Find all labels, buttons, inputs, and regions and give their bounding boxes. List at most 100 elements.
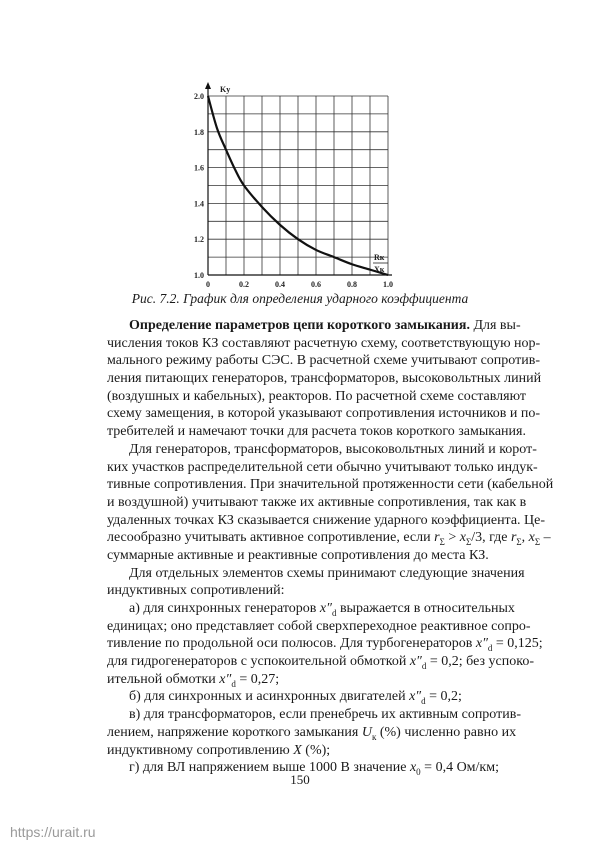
text-segment: Определение параметров цепи короткого за…	[129, 318, 470, 333]
text-segment: а) для синхронных генераторов	[129, 601, 320, 616]
text-segment: к	[371, 731, 377, 742]
text-segment: x″	[475, 636, 488, 652]
text-line: и воздушной) учитывают также их активные…	[107, 494, 526, 512]
text-segment: Для вы-	[469, 318, 521, 333]
text-segment: /3, где	[471, 530, 511, 546]
watermark-link[interactable]: https://urait.ru	[10, 824, 96, 840]
text-line: мального режиму работы СЭС. В расчетной …	[107, 352, 540, 370]
y-tick-label: 1.8	[194, 128, 204, 137]
text-segment: r	[434, 530, 440, 546]
text-segment: 0	[416, 766, 421, 777]
y-tick-label: 2.0	[194, 92, 204, 101]
text-segment: схему замещения, в которой указывают соп…	[107, 406, 541, 422]
text-segment: x″	[319, 601, 332, 616]
text-segment: для гидрогенераторов с успокоительной об…	[107, 654, 410, 670]
text-segment: X	[293, 742, 302, 758]
y-tick-label: 1.4	[194, 199, 204, 208]
text-line: для гидрогенераторов с успокоительной об…	[107, 653, 534, 671]
x-tick-label: 0.6	[311, 280, 321, 289]
text-line: в) для трансформаторов, если пренебречь …	[107, 706, 521, 724]
text-segment: числения токов КЗ составляют расчетную с…	[107, 335, 541, 351]
text-segment: (%);	[301, 742, 331, 758]
text-line: требителей и намечают точки для расчета …	[107, 423, 526, 441]
text-segment: индуктивных сопротивлений:	[107, 583, 285, 599]
text-segment: = 0,2; без успоко-	[426, 654, 534, 670]
text-line: б) для синхронных и асинхронных двигател…	[107, 688, 490, 706]
text-segment: (воздушных и кабельных), реакторов. По р…	[107, 388, 527, 404]
text-segment: единицах; оно представляет собой сверхпе…	[107, 618, 531, 634]
text-segment: = 0,2;	[425, 689, 462, 705]
text-segment: тивные сопротивления. При значительной п…	[107, 477, 554, 493]
text-segment: мального режиму работы СЭС. В расчетной …	[107, 353, 540, 369]
x-axis-label-denominator: Xк	[374, 265, 385, 274]
y-tick-label: 1.0	[194, 271, 204, 280]
y-tick-label: 1.2	[194, 235, 204, 244]
text-segment: требителей и намечают точки для расчета …	[107, 424, 526, 440]
text-segment: г) для ВЛ напряжением выше 1000 В значен…	[129, 760, 410, 776]
text-line: Для отдельных элементов схемы принимают …	[107, 565, 525, 583]
chart-axes	[205, 82, 392, 276]
text-segment: U	[361, 724, 372, 740]
text-segment: Σ	[516, 537, 522, 548]
ky-curve	[206, 95, 389, 277]
text-line: тивление по продольной оси полюсов. Для …	[107, 635, 543, 654]
text-segment: = 0,4 Ом/км;	[420, 760, 499, 776]
text-line: схему замещения, в которой указывают соп…	[107, 405, 540, 423]
text-line: числения токов КЗ составляют расчетную с…	[107, 335, 540, 353]
text-line: индуктивному сопротивлению X (%);	[107, 742, 490, 760]
text-segment: x	[459, 530, 466, 546]
text-segment: (%) численно равно их	[376, 724, 517, 740]
text-segment: Σ	[534, 537, 541, 548]
body-text: Определение параметров цепи короткого за…	[107, 317, 553, 777]
text-line: суммарные активные и реактивные сопротив…	[107, 547, 490, 565]
text-segment: Для генераторов, трансформаторов, высоко…	[129, 441, 537, 457]
page-number: 150	[290, 772, 310, 787]
chart-grid	[207, 95, 389, 276]
text-segment: ления питающих генераторов, трансформато…	[107, 371, 542, 387]
text-line: лением, напряжение короткого замыкания U…	[107, 724, 516, 742]
text-line: удаленных точках КЗ сказывается снижение…	[107, 512, 545, 530]
text-segment: d	[487, 643, 493, 654]
text-segment: = 0,27;	[235, 671, 280, 687]
text-segment: Σ	[439, 537, 445, 548]
text-segment: удаленных точках КЗ сказывается снижение…	[107, 512, 546, 528]
text-segment: ких участков распределительной сети обыч…	[107, 459, 538, 475]
text-line: Для генераторов, трансформаторов, высоко…	[107, 441, 537, 459]
text-segment: >	[444, 530, 460, 546]
text-line: (воздушных и кабельных), реакторов. По р…	[107, 388, 526, 406]
text-segment: = 0,125;	[492, 636, 543, 652]
text-segment: суммарные активные и реактивные сопротив…	[107, 547, 489, 563]
text-segment: x″	[219, 671, 232, 687]
figure-caption: Рис. 7.2. График для определения ударног…	[131, 291, 469, 306]
x-tick-label: 1.0	[383, 280, 393, 289]
text-line: индуктивных сопротивлений:	[107, 582, 490, 600]
text-segment: выражается в относительных	[336, 601, 515, 616]
text-line: ления питающих генераторов, трансформато…	[107, 370, 541, 388]
x-tick-label: 0.4	[275, 280, 285, 289]
text-line: тивные сопротивления. При значительной п…	[107, 476, 553, 494]
text-segment: тивление по продольной оси полюсов. Для …	[107, 636, 476, 652]
x-axis-label-numerator: Rк	[374, 253, 385, 262]
text-line: лесообразно учитывать активное сопротивл…	[107, 529, 551, 548]
y-tick-label: 1.6	[194, 164, 204, 173]
text-line: Определение параметров цепи короткого за…	[107, 317, 521, 335]
text-segment: и воздушной) учитывают также их активные…	[107, 494, 527, 510]
text-segment: d	[421, 660, 427, 671]
text-segment: лесообразно учитывать активное сопротивл…	[107, 530, 435, 546]
text-segment: Для отдельных элементов схемы принимают …	[129, 565, 525, 581]
text-segment: –	[540, 530, 551, 546]
text-segment: x″	[409, 654, 422, 670]
text-segment: x″	[409, 689, 422, 705]
x-tick-label: 0.2	[239, 280, 249, 289]
text-line: г) для ВЛ напряжением выше 1000 В значен…	[107, 759, 499, 777]
x-tick-label: 0.8	[347, 280, 357, 289]
text-segment: ,	[521, 530, 529, 546]
text-segment: ительной обмотки	[107, 671, 220, 687]
text-segment: x	[528, 530, 535, 546]
text-segment: индуктивному сопротивлению	[107, 742, 294, 758]
text-line: а) для синхронных генераторов x″d выража…	[107, 600, 515, 618]
ky-chart: Kу Rк Xк 0 0.2 0.4 0.6 0.8 1.0 1.0 1.2 1.4 1.6 1.8…	[194, 82, 393, 289]
text-segment: d	[231, 678, 236, 689]
text-segment: в) для трансформаторов, если пренебречь …	[129, 707, 522, 723]
x-tick-label: 0	[206, 280, 210, 289]
